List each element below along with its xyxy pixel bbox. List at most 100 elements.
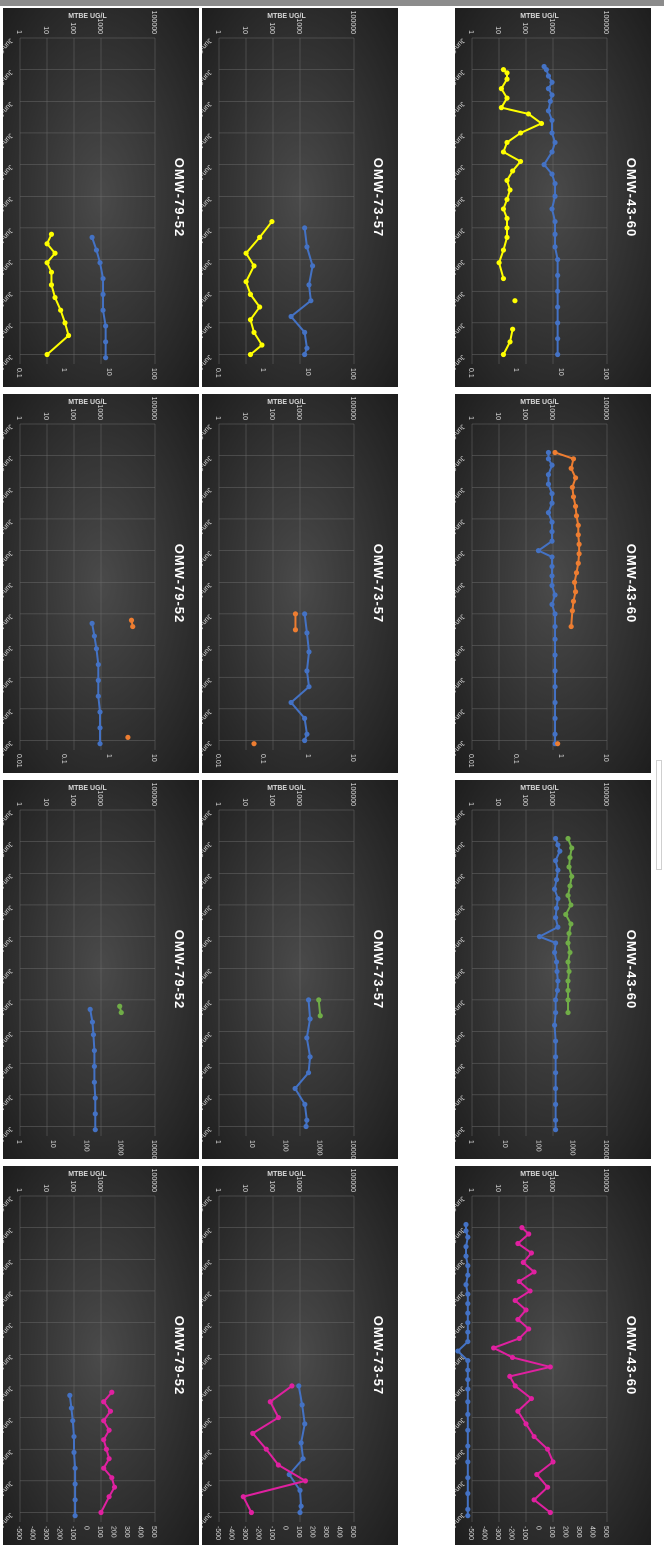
- data-point-orp: [106, 1427, 112, 1433]
- data-point-mtbe: [551, 886, 558, 892]
- data-point-mtbe: [549, 462, 555, 468]
- data-point-mtbe: [465, 1301, 471, 1307]
- data-point-mtbe: [71, 1433, 77, 1440]
- data-point-do: [507, 187, 513, 193]
- date-tick-label: Jun-10: [3, 486, 14, 507]
- data-point-mtbe: [555, 256, 561, 263]
- mtbe-tick-label: 1000: [96, 1176, 103, 1192]
- date-tick-label: Jun-18: [3, 1125, 14, 1146]
- data-point-mtbe: [288, 699, 294, 706]
- data-point-orp: [106, 1456, 112, 1462]
- mtbe-axis-label: MTBE UG/L: [68, 1171, 107, 1178]
- data-point-orp: [107, 1408, 114, 1414]
- data-point-mtbe: [551, 1022, 558, 1028]
- data-point-do: [44, 351, 50, 358]
- data-point-mtbe: [553, 1127, 559, 1133]
- data-point-orp: [101, 1418, 107, 1424]
- mtbe-tick-label: 1000: [548, 18, 555, 34]
- data-point-mtbe: [553, 1054, 559, 1060]
- data-point-orp: [516, 1335, 522, 1342]
- data-point-mtbe: [465, 1291, 471, 1297]
- secondary-tick-label: 10000: [349, 1140, 356, 1159]
- data-point-mtbe: [553, 905, 560, 911]
- data-point-mtbe: [552, 715, 558, 721]
- date-tick-label: Jun-08: [455, 1195, 466, 1216]
- data-point-mtbe: [463, 1282, 469, 1288]
- data-point-nitrate: [570, 494, 577, 500]
- data-point-mtbe: [552, 611, 558, 617]
- data-point-mtbe: [307, 1016, 313, 1022]
- data-point-mtbe: [545, 449, 552, 456]
- data-point-nitrate: [570, 598, 577, 604]
- data-point-orp: [512, 1383, 518, 1389]
- data-point-mtbe: [305, 1070, 312, 1076]
- date-tick-label: Jun-18: [455, 1125, 466, 1146]
- data-point-orp: [547, 1509, 553, 1516]
- data-point-do: [58, 307, 64, 313]
- mtbe-tick-label: 10: [42, 1184, 49, 1192]
- data-point-do: [504, 234, 510, 240]
- data-point-mtbe: [465, 1376, 471, 1383]
- data-point-do: [243, 279, 249, 285]
- date-tick-label: Jun-16: [3, 1448, 14, 1469]
- data-point-mtbe: [545, 510, 552, 516]
- data-point-mtbe: [465, 1234, 471, 1240]
- data-point-orp: [515, 1240, 521, 1247]
- date-tick-label: Jun-10: [455, 100, 466, 121]
- secondary-tick-label: 100: [548, 1526, 555, 1538]
- data-point-orp: [550, 1459, 556, 1465]
- data-point-nitrate: [575, 532, 581, 538]
- mtbe-tick-label: 100: [69, 22, 76, 34]
- mtbe-tick-label: 10: [494, 412, 501, 420]
- secondary-tick-label: 10: [602, 754, 609, 762]
- data-point-orp: [101, 1465, 107, 1471]
- chart-svg: OMW-79-52 Jun-08 Jun-09 Jun-10 Jun-11 Jun-12 J…: [3, 780, 199, 1159]
- date-tick-label: Jun-10: [455, 486, 466, 507]
- data-point-mtbe: [103, 355, 109, 361]
- data-point-mtbe: [302, 351, 308, 358]
- chart-panel-p-73-57-do: OMW-73-57 Jun-08 Jun-09 Jun-10 Jun-11 Jun-12 J…: [202, 8, 398, 387]
- data-point-do: [269, 218, 275, 225]
- data-point-orp: [507, 1373, 513, 1380]
- mtbe-tick-label: 1: [15, 416, 22, 420]
- date-tick-label: Jun-13: [202, 581, 213, 602]
- mtbe-axis-label: MTBE UG/L: [520, 13, 559, 20]
- date-tick-label: Jun-09: [455, 1226, 466, 1247]
- mtbe-tick-label: 1: [214, 1188, 221, 1192]
- data-point-mtbe: [535, 548, 542, 554]
- secondary-tick-label: 1: [15, 1140, 22, 1144]
- date-tick-label: Jun-12: [455, 549, 466, 570]
- data-point-do: [504, 196, 510, 203]
- data-point-mtbe: [72, 1481, 78, 1487]
- data-point-mtbe: [555, 842, 561, 848]
- date-tick-label: Jun-13: [202, 1353, 213, 1374]
- date-tick-label: Jun-09: [455, 454, 466, 475]
- chart-rotated: OMW-79-52 Jun-08 Jun-09 Jun-10 Jun-11 Jun-12 J…: [3, 783, 187, 1159]
- mtbe-axis-label: MTBE UG/L: [267, 785, 306, 792]
- date-tick-label: Jun-18: [455, 353, 466, 374]
- data-point-mtbe: [555, 351, 561, 358]
- mtbe-tick-label: 100: [69, 1180, 76, 1192]
- data-point-orp: [250, 1430, 256, 1436]
- mtbe-tick-label: 1000: [548, 404, 555, 420]
- data-point-mtbe: [552, 180, 558, 187]
- date-tick-label: Jun-09: [202, 840, 213, 861]
- data-point-mtbe: [90, 1032, 97, 1038]
- secondary-tick-label: 0.1: [15, 368, 22, 378]
- date-tick-label: Jun-15: [202, 644, 213, 665]
- data-point-mtbe: [92, 1127, 98, 1133]
- data-point-mtbe: [549, 601, 555, 608]
- data-point-do: [517, 158, 524, 165]
- mtbe-tick-label: 100: [69, 408, 76, 420]
- data-point-do: [504, 95, 510, 101]
- secondary-tick-label: 100: [83, 1140, 90, 1152]
- data-point-mtbe: [554, 968, 560, 975]
- data-point-mtbe: [551, 949, 558, 956]
- data-point-nitrate: [292, 627, 299, 633]
- mtbe-axis-label: MTBE UG/L: [68, 785, 107, 792]
- data-point-orp: [544, 1484, 551, 1490]
- data-point-mtbe: [303, 1123, 309, 1130]
- date-tick-label: Jun-17: [3, 322, 14, 343]
- data-point-mtbe: [552, 699, 558, 706]
- data-point-do: [257, 304, 263, 310]
